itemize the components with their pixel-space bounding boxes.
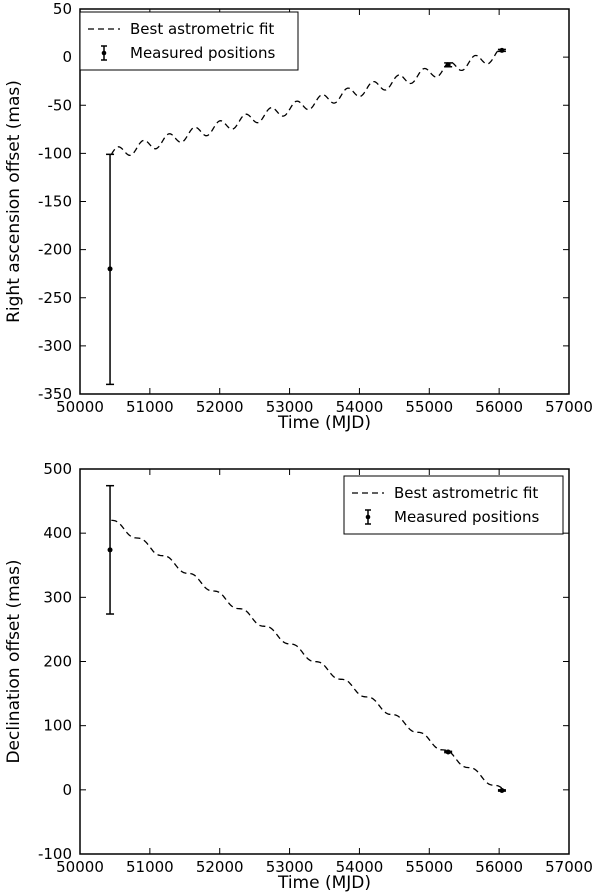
x-tick-label: 50000 [56,858,104,876]
y-tick-label: 400 [43,524,72,542]
data-point [445,62,451,68]
data-point [107,547,113,553]
x-tick-label: 53000 [266,398,314,416]
x-tick-label: 51000 [126,398,174,416]
legend-measured-label: Measured positions [394,508,539,526]
legend-fit-label: Best astrometric fit [394,484,538,502]
y-tick-label: -200 [38,241,72,259]
best-fit-line [110,48,503,156]
legend-point-swatch [365,514,371,520]
y-tick-label: -250 [38,289,72,307]
legend-fit-label: Best astrometric fit [130,20,274,38]
y-tick-label: -50 [48,96,73,114]
data-point [445,749,451,755]
dec-offset-chart: 50000 51000 52000 53000 54000 55000 56000 57000… [4,460,593,893]
legend-box [343,475,564,535]
x-tick-label: 56000 [475,858,523,876]
x-tick-label: 53000 [266,858,314,876]
best-fit-line [111,519,504,790]
legend-point-swatch [101,50,107,56]
data-point [499,47,505,53]
y-tick-label: 0 [62,48,72,66]
x-tick-label: 57000 [545,858,593,876]
y-tick-label: 200 [43,653,72,671]
x-tick-label: 52000 [196,858,244,876]
y-tick-label: 100 [43,717,72,735]
legend-measured-label: Measured positions [130,44,275,62]
x-tick-label: 51000 [126,858,174,876]
data-point [107,266,113,272]
x-tick-label: 57000 [545,398,593,416]
x-tick-label: 55000 [405,858,453,876]
y-tick-label: 300 [43,588,72,606]
y-tick-label: -300 [38,337,72,355]
y-tick-label: -100 [38,845,72,863]
x-tick-label: 54000 [336,398,384,416]
y-tick-label: -350 [38,385,72,403]
y-tick-label: 50 [53,0,72,18]
ra-offset-chart: 50000 51000 52000 53000 54000 55000 56000 57000… [4,0,593,433]
y-tick-label: 0 [62,781,72,799]
x-tick-label: 50000 [56,398,104,416]
y-tick-label: -100 [38,144,72,162]
y-axis-label: Right ascension offset (mas) [4,80,24,323]
data-point [499,787,505,793]
x-tick-label: 56000 [475,398,523,416]
x-tick-label: 55000 [405,398,453,416]
y-axis-label: Declination offset (mas) [4,559,24,763]
y-tick-label: -150 [38,193,72,211]
x-tick-label: 54000 [336,858,384,876]
y-tick-label: 500 [43,460,72,478]
x-tick-label: 52000 [196,398,244,416]
x-axis-label: Time (MJD) [277,873,371,893]
x-axis-label: Time (MJD) [277,413,371,433]
legend-box [79,11,299,71]
